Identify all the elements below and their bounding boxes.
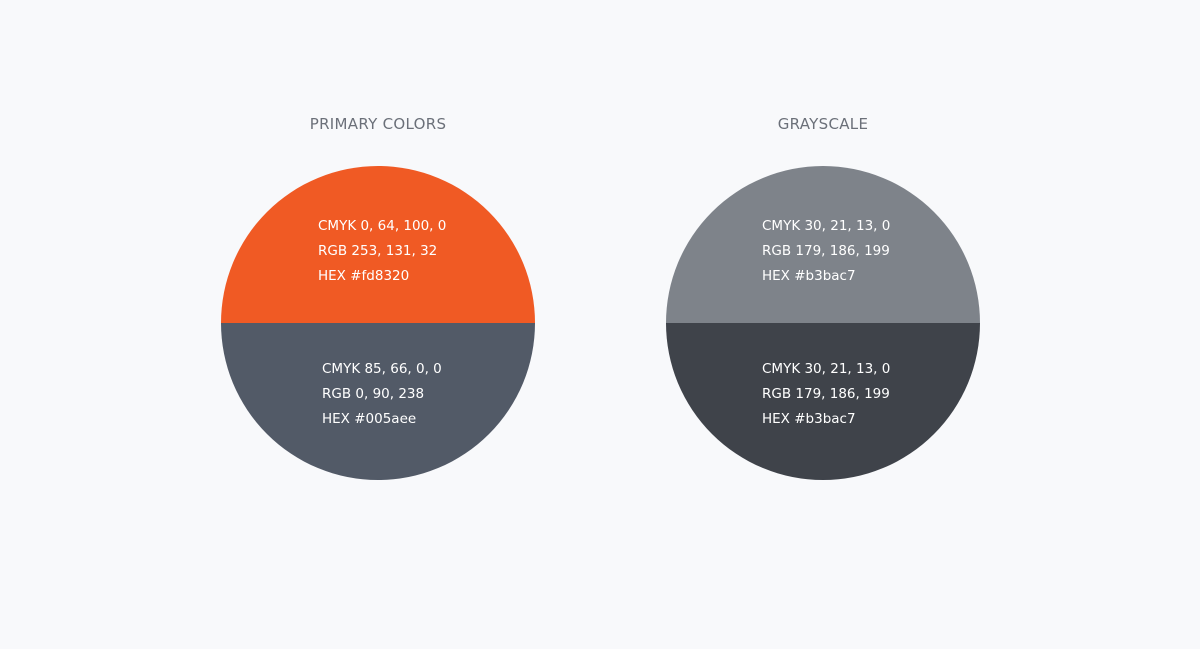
color-info: CMYK 85, 66, 0, 0 RGB 0, 90, 238 HEX #00… (322, 357, 442, 432)
cmyk-value: CMYK 30, 21, 13, 0 (762, 361, 891, 377)
hex-value: HEX #b3bac7 (762, 411, 856, 427)
cmyk-value: CMYK 30, 21, 13, 0 (762, 218, 891, 234)
color-info: CMYK 30, 21, 13, 0 RGB 179, 186, 199 HEX… (762, 357, 890, 432)
rgb-value: RGB 179, 186, 199 (762, 243, 890, 259)
hex-value: HEX #fd8320 (318, 268, 410, 284)
hex-value: HEX #b3bac7 (762, 268, 856, 284)
palette-title: GRAYSCALE (777, 115, 869, 133)
palette-title: PRIMARY COLORS (309, 115, 447, 133)
color-swatch-bottom: CMYK 30, 21, 13, 0 RGB 179, 186, 199 HEX… (666, 323, 980, 480)
rgb-value: RGB 253, 131, 32 (318, 243, 438, 259)
color-swatch-top: CMYK 30, 21, 13, 0 RGB 179, 186, 199 HEX… (666, 166, 980, 323)
color-circle: CMYK 0, 64, 100, 0 RGB 253, 131, 32 HEX … (221, 166, 535, 480)
color-swatch-bottom: CMYK 85, 66, 0, 0 RGB 0, 90, 238 HEX #00… (221, 323, 535, 480)
rgb-value: RGB 0, 90, 238 (322, 386, 425, 402)
color-circle: CMYK 30, 21, 13, 0 RGB 179, 186, 199 HEX… (666, 166, 980, 480)
color-info: CMYK 0, 64, 100, 0 RGB 253, 131, 32 HEX … (318, 214, 446, 289)
hex-value: HEX #005aee (322, 411, 417, 427)
cmyk-value: CMYK 0, 64, 100, 0 (318, 218, 447, 234)
cmyk-value: CMYK 85, 66, 0, 0 (322, 361, 442, 377)
color-swatch-top: CMYK 0, 64, 100, 0 RGB 253, 131, 32 HEX … (221, 166, 535, 323)
color-info: CMYK 30, 21, 13, 0 RGB 179, 186, 199 HEX… (762, 214, 890, 289)
rgb-value: RGB 179, 186, 199 (762, 386, 890, 402)
